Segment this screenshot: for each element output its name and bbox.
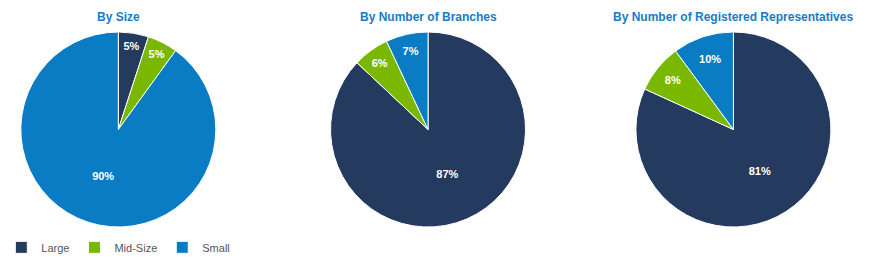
svg-text:By Number of Registered Repres: By Number of Registered Representatives — [613, 10, 853, 24]
svg-text:Mid-Size: Mid-Size — [114, 242, 157, 254]
svg-text:81%: 81% — [749, 165, 771, 177]
svg-text:8%: 8% — [665, 74, 681, 86]
svg-text:Large: Large — [41, 242, 69, 254]
svg-text:7%: 7% — [403, 45, 419, 57]
svg-text:5%: 5% — [149, 48, 165, 60]
svg-text:By Size: By Size — [97, 10, 140, 24]
svg-text:87%: 87% — [436, 168, 458, 180]
svg-text:5%: 5% — [123, 40, 139, 52]
svg-text:10%: 10% — [699, 53, 721, 65]
svg-text:Small: Small — [202, 242, 230, 254]
svg-text:6%: 6% — [372, 57, 388, 69]
svg-text:90%: 90% — [92, 170, 114, 182]
svg-text:By Number of Branches: By Number of Branches — [360, 10, 497, 24]
